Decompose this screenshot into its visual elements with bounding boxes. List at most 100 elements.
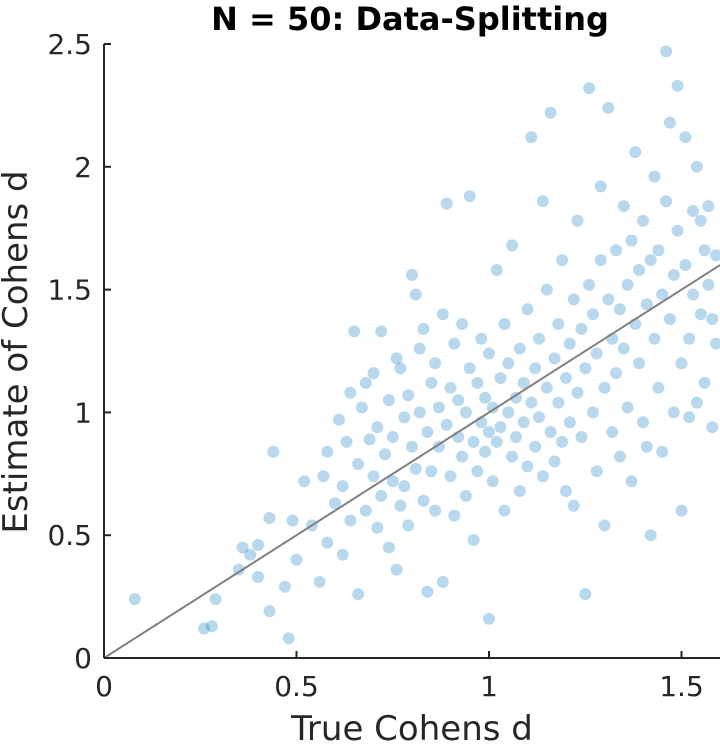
scatter-point [348,325,361,338]
scatter-point [436,308,449,321]
scatter-point [617,200,630,213]
scatter-point [513,342,526,355]
scatter-point [329,497,341,510]
scatter-point [544,426,557,438]
scatter-point [648,332,661,345]
x-ticks: 0 0.5 1 1.5 [95,651,704,703]
scatter-point [479,445,492,458]
scatter-point [471,376,484,389]
scatter-point [456,450,469,463]
scatter-point [694,308,707,321]
scatter-point [379,448,392,461]
scatter-point [633,357,646,370]
scatter-point [571,214,584,227]
scatter-point [344,386,357,399]
scatter-point [525,396,538,409]
scatter-point [267,445,280,458]
x-tick-label: 0.5 [274,670,319,703]
scatter-point [463,190,476,203]
scatter-point [390,563,403,576]
scatter-point [521,303,534,316]
scatter-point [667,268,680,281]
scatter-point [698,376,711,389]
scatter-point [386,475,399,488]
scatter-point [510,431,522,443]
scatter-point [498,318,511,330]
scatter-point [702,200,715,213]
scatter-point [232,563,245,576]
scatter-point [336,548,349,561]
scatter-point [640,440,653,453]
scatter-point [679,131,692,144]
y-tick-label: 1 [74,396,92,429]
scatter-point [644,254,657,267]
scatter-point [579,588,592,601]
scatter-point [490,435,503,448]
scatter-point [355,401,368,414]
scatter-point [471,465,484,478]
points-layer [128,45,720,645]
scatter-point [637,416,649,429]
scatter-point [467,534,480,547]
scatter-point [286,514,299,527]
scatter-point [548,352,561,365]
scatter-point [352,588,365,601]
scatter-point [602,101,615,114]
scatter-point [432,440,445,453]
scatter-point [406,440,418,453]
scatter-point [498,504,511,517]
scatter-point [448,337,461,350]
scatter-point [444,470,457,483]
scatter-point [552,318,565,330]
scatter-point [375,325,388,338]
scatter-point [425,465,438,478]
scatter-point [390,352,403,365]
scatter-point [683,411,696,424]
scatter-point [413,406,426,419]
scatter-point [494,372,507,384]
scatter-point [452,394,465,407]
scatter-point [502,406,515,419]
scatter-point [667,406,680,419]
scatter-point [321,536,334,549]
scatter-point [236,541,249,554]
scatter-point [394,362,407,375]
scatter-point [579,362,592,375]
scatter-point [563,416,576,429]
scatter-point [317,470,330,483]
scatter-point [386,431,399,443]
scatter-point [571,386,584,399]
y-tick-label: 1.5 [47,274,92,307]
y-tick-label: 0.5 [47,519,92,552]
scatter-point [382,541,395,554]
scatter-point [610,244,623,257]
scatter-point [613,450,626,463]
x-axis-label: True Cohens d [290,709,533,745]
scatter-point [359,504,372,517]
scatter-point [536,470,549,483]
scatter-point [483,426,495,438]
scatter-point [594,180,607,193]
scatter-point [513,485,526,497]
scatter-point [590,347,603,360]
x-tick-label: 1.5 [659,670,704,703]
scatter-point [506,239,519,252]
scatter-point [436,575,449,588]
scatter-point [521,460,534,473]
scatter-point [567,499,580,512]
scatter-point [613,303,626,316]
scatter-point [252,571,264,583]
scatter-point [640,298,653,311]
scatter-point [321,445,334,458]
y-tick-label: 2.5 [47,28,92,61]
scatter-point [440,418,453,431]
scatter-point [540,283,553,296]
x-tick-label: 0 [95,670,113,703]
scatter-point [344,514,357,527]
scatter-point [652,244,665,257]
scatter-point [394,499,407,512]
scatter-point [448,509,461,522]
scatter-point [502,357,515,370]
scatter-point [663,313,676,326]
